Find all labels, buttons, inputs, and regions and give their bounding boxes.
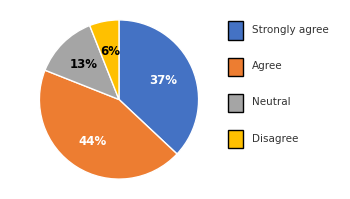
Text: Strongly agree: Strongly agree xyxy=(252,25,329,35)
FancyBboxPatch shape xyxy=(228,58,244,76)
Text: 44%: 44% xyxy=(78,135,107,148)
Text: Agree: Agree xyxy=(252,61,283,71)
FancyBboxPatch shape xyxy=(228,21,244,40)
FancyBboxPatch shape xyxy=(228,94,244,112)
Text: 13%: 13% xyxy=(70,58,98,71)
Text: 37%: 37% xyxy=(149,74,177,87)
Text: Neutral: Neutral xyxy=(252,97,290,107)
Text: 6%: 6% xyxy=(100,45,120,58)
Wedge shape xyxy=(40,70,177,179)
Text: Disagree: Disagree xyxy=(252,134,298,143)
Wedge shape xyxy=(119,20,198,154)
Wedge shape xyxy=(45,25,119,100)
Wedge shape xyxy=(90,20,119,100)
FancyBboxPatch shape xyxy=(228,130,244,148)
